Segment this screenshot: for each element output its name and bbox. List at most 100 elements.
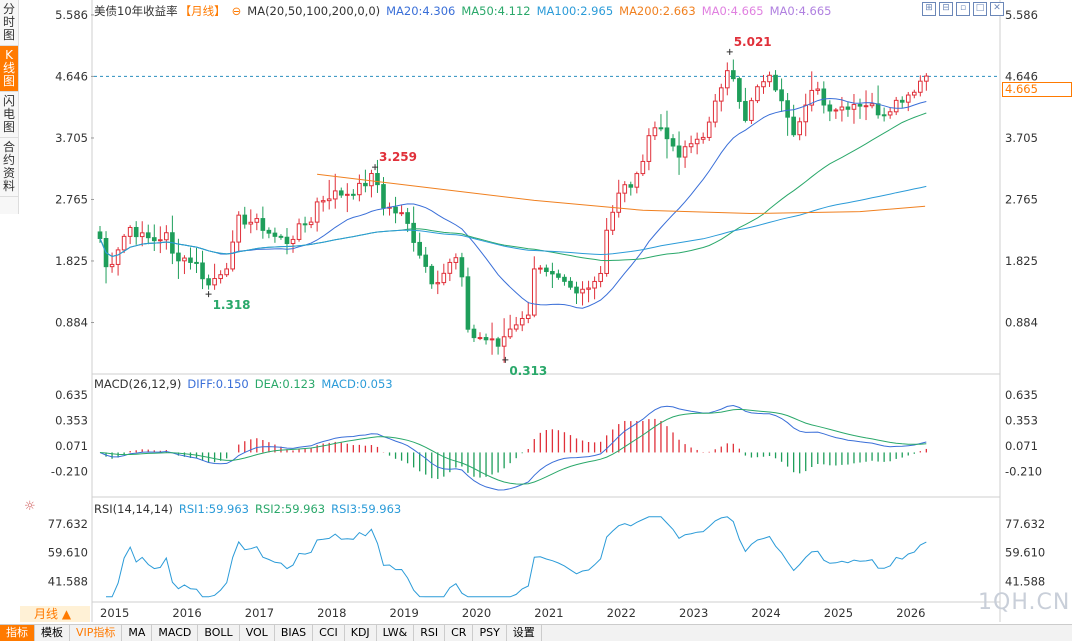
candle-body — [797, 121, 802, 136]
period-button[interactable]: 月线 ▲ — [20, 606, 90, 622]
candle-body — [827, 104, 833, 112]
candle-body — [320, 200, 326, 203]
indicator-tab-10[interactable]: LW& — [377, 625, 415, 641]
annotation-label: 1.318 — [213, 298, 251, 312]
rsi-tick-left: 41.588 — [48, 574, 88, 588]
x-tick-label: 2026 — [896, 606, 925, 620]
indicator-tab-0[interactable]: 指标 — [0, 625, 35, 641]
ma-legend-item-4: MA200:2.663 — [619, 4, 696, 18]
tab-contract-info[interactable]: 合约资料 — [0, 138, 18, 197]
candle-body — [918, 80, 923, 93]
ma-legend-item-6: MA0:4.665 — [769, 4, 832, 18]
indicator-tab-12[interactable]: CR — [445, 625, 474, 641]
indicator-tab-3[interactable]: MA — [122, 625, 153, 641]
indicator-tab-11[interactable]: RSI — [414, 625, 446, 641]
x-tick-label: 2022 — [607, 606, 636, 620]
price-tick-right: 3.705 — [1005, 131, 1038, 145]
indicator-tab-9[interactable]: KDJ — [345, 625, 377, 641]
candle-body — [652, 127, 658, 137]
candle-body — [344, 193, 350, 196]
candle-body — [761, 81, 766, 88]
candle-body — [453, 257, 459, 263]
indicator-tab-4[interactable]: MACD — [152, 625, 199, 641]
expand-icon[interactable]: ⊞ — [922, 2, 936, 16]
candle-body — [562, 276, 567, 282]
candle-body — [139, 232, 145, 238]
x-tick-label: 2015 — [100, 606, 129, 620]
macd-legend-item-3: MACD:0.053 — [321, 377, 393, 391]
candle-body — [755, 86, 760, 102]
indicator-tab-6[interactable]: VOL — [240, 625, 275, 641]
maximize-icon[interactable]: □ — [973, 2, 987, 16]
candle-body — [700, 136, 706, 140]
price-tick-left: 0.884 — [55, 316, 88, 330]
rsi-settings-icon[interactable]: ☼ — [24, 499, 36, 514]
candle-body — [218, 274, 223, 280]
macd-legend-item-2: DEA:0.123 — [254, 377, 316, 391]
tab-kline[interactable]: K线图 — [0, 46, 18, 92]
tab-lightning[interactable]: 闪电图 — [0, 92, 18, 138]
candle-body — [133, 226, 139, 238]
rsi-tick-left: 59.610 — [48, 546, 88, 560]
rsi-legend-item-3: RSI3:59.963 — [331, 502, 402, 516]
ma-legend-item-5: MA0:4.665 — [701, 4, 764, 18]
rsi-tick-right: 59.610 — [1005, 546, 1045, 560]
candle-body — [839, 106, 845, 111]
candle-body — [405, 212, 410, 224]
tab-timeshare[interactable]: 分时图 — [0, 0, 18, 46]
candle-body — [435, 282, 441, 285]
candle-body — [381, 184, 386, 209]
candle-body — [393, 206, 398, 214]
candle-body — [272, 232, 278, 237]
settings-icon[interactable]: ⊖ — [231, 4, 242, 18]
candle-body — [326, 198, 332, 202]
indicator-tab-14[interactable]: 设置 — [507, 625, 542, 641]
indicator-tab-7[interactable]: BIAS — [275, 625, 314, 641]
candle-body — [905, 94, 911, 103]
candle-body — [821, 88, 827, 106]
macd-diff-line — [99, 404, 927, 491]
price-tick-right: 2.765 — [1005, 192, 1038, 206]
close-icon[interactable]: ✕ — [990, 2, 1004, 16]
price-tick-left: 5.586 — [55, 8, 88, 22]
candle-body — [556, 273, 561, 278]
candle-body — [718, 87, 724, 102]
grid-icon[interactable]: ⊟ — [939, 2, 953, 16]
candle-body — [164, 232, 169, 241]
annotation-label: 5.021 — [734, 35, 772, 49]
rsi-tick-left: 77.632 — [48, 517, 88, 531]
annotation-label: 3.259 — [379, 150, 417, 164]
candle-body — [266, 229, 272, 234]
candle-body — [477, 337, 483, 340]
indicator-tab-8[interactable]: CCI — [313, 625, 345, 641]
indicator-tab-13[interactable]: PSY — [473, 625, 507, 641]
candle-body — [743, 100, 748, 121]
candle-body — [863, 105, 869, 108]
candle-body — [158, 239, 163, 242]
candle-body — [519, 317, 525, 326]
candle-body — [206, 278, 211, 286]
candle-body — [531, 268, 537, 316]
main-legend: 美债10年收益率 【月线】 ⊖ MA(20,50,100,200,0,0) MA20:4… — [94, 3, 844, 19]
side-tabs: 分时图 K线图 闪电图 合约资料 — [0, 0, 19, 214]
rsi-legend-items: RSI(14,14,14) RSI1:59.963 RSI2:59.963 RSI3:… — [94, 502, 407, 516]
candle-body — [881, 114, 887, 117]
candle-body — [568, 280, 573, 288]
candle-body — [399, 212, 404, 215]
ma200-line — [317, 173, 926, 215]
candle-body — [188, 257, 193, 263]
candle-body — [441, 272, 447, 284]
rsi-legend-item-1: RSI1:59.963 — [178, 502, 249, 516]
macd-tick-right: 0.353 — [1005, 414, 1038, 428]
candle-body — [127, 226, 133, 237]
indicator-tab-1[interactable]: 模板 — [35, 625, 70, 641]
candle-body — [809, 89, 815, 106]
watermark: 1QH.CN — [978, 590, 1071, 615]
candle-body — [604, 229, 609, 274]
indicator-tab-5[interactable]: BOLL — [198, 625, 240, 641]
candle-body — [924, 75, 929, 82]
indicator-tab-2[interactable]: VIP指标 — [70, 625, 123, 641]
candle-body — [538, 267, 543, 270]
minus-icon[interactable]: ▫ — [956, 2, 970, 16]
